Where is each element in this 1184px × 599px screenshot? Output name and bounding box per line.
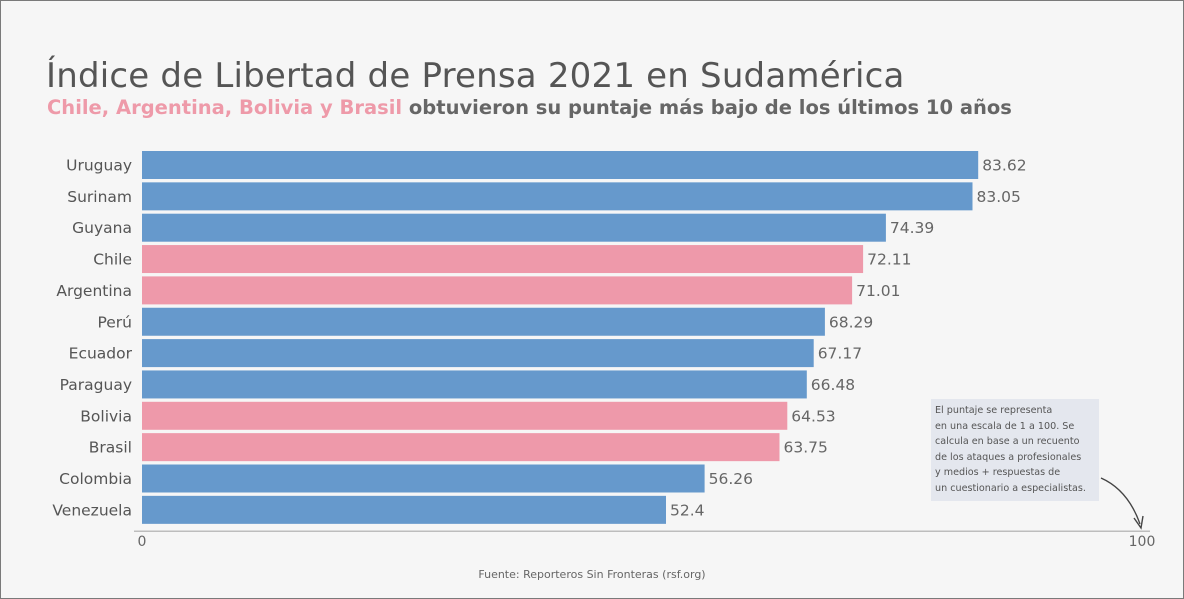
chart-subtitle: Chile, Argentina, Bolivia y Brasil obtuv… <box>47 96 1012 119</box>
x-tick-label: 0 <box>138 534 147 550</box>
category-label: Guyana <box>72 219 132 237</box>
category-label: Chile <box>93 251 132 269</box>
bar <box>142 370 807 399</box>
category-label: Venezuela <box>52 501 132 519</box>
value-label: 66.48 <box>811 376 855 394</box>
note-line: de los ataques a profesionales <box>935 451 1082 463</box>
chart-title: Índice de Libertad de Prensa 2021 en Sud… <box>46 56 905 96</box>
value-label: 71.01 <box>856 282 900 300</box>
note-line: en una escala de 1 a 100. Se <box>935 420 1075 432</box>
value-label: 68.29 <box>829 313 873 331</box>
bar <box>142 495 666 524</box>
value-label: 63.75 <box>784 439 828 457</box>
arrow-head-icon <box>1133 515 1144 530</box>
value-label: 64.53 <box>791 407 835 425</box>
value-label: 74.39 <box>890 219 934 237</box>
bar <box>142 401 788 430</box>
bar <box>142 245 864 274</box>
category-label: Surinam <box>67 188 132 206</box>
category-label: Uruguay <box>66 157 132 175</box>
value-label: 83.62 <box>982 157 1026 175</box>
subtitle-rest: obtuvieron su puntaje más bajo de los úl… <box>408 96 1012 119</box>
note-line: un cuestionario a especialistas. <box>935 482 1086 494</box>
category-label: Brasil <box>89 439 132 457</box>
category-label: Paraguay <box>60 376 132 394</box>
note-line: y medios + respuestas de <box>935 467 1061 478</box>
methodology-note: El puntaje se representa en una escala d… <box>931 399 1099 501</box>
category-label: Ecuador <box>69 345 133 363</box>
value-label: 56.26 <box>709 470 753 488</box>
bar <box>142 213 886 242</box>
bar <box>142 182 973 211</box>
bar <box>142 339 814 368</box>
category-label: Bolivia <box>80 407 132 425</box>
annotation-arrow-icon <box>1100 477 1141 525</box>
x-tick-label: 100 <box>1129 534 1156 550</box>
note-line: calcula en base a un recuento <box>935 436 1080 447</box>
value-label: 52.4 <box>670 501 705 519</box>
bar <box>142 464 705 493</box>
bar <box>142 151 979 179</box>
category-label: Argentina <box>56 282 132 300</box>
category-label: Colombia <box>59 470 132 488</box>
bar <box>142 307 825 336</box>
bar <box>142 276 853 305</box>
value-label: 67.17 <box>818 345 862 363</box>
source-credit: Fuente: Reporteros Sin Fronteras (rsf.or… <box>478 568 706 581</box>
subtitle-highlight: Chile, Argentina, Bolivia y Brasil <box>47 96 403 119</box>
bar <box>142 433 780 462</box>
note-line: El puntaje se representa <box>935 405 1053 416</box>
category-label: Perú <box>97 313 132 331</box>
value-label: 72.11 <box>867 251 911 269</box>
value-label: 83.05 <box>977 188 1021 206</box>
